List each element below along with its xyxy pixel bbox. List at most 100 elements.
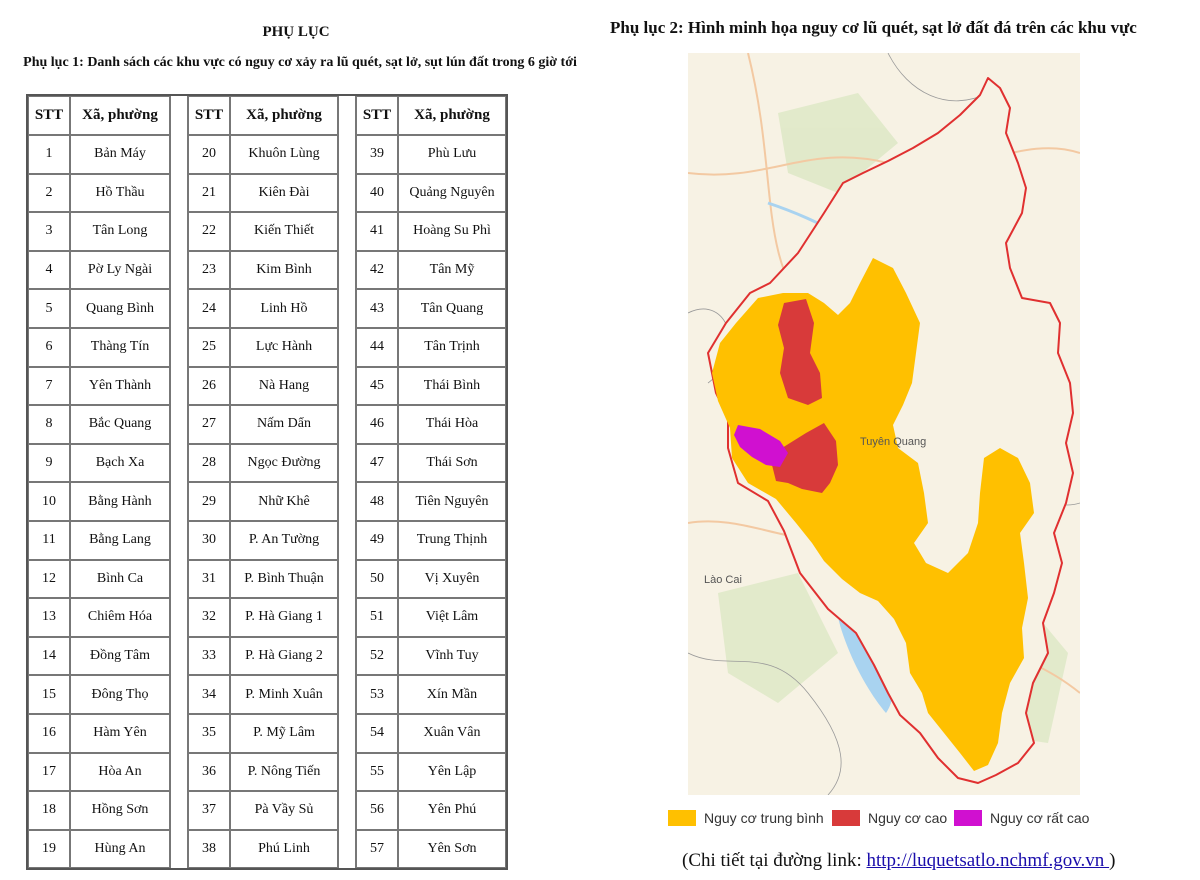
cell-stt: 13 [28,598,70,637]
link-prefix: (Chi tiết tại đường link: [682,850,867,871]
cell-commune: Nhữ Khê [230,482,338,521]
cell-commune: Khuôn Lùng [230,135,338,174]
details-link-line: (Chi tiết tại đường link: http://luquets… [682,850,1115,872]
cell-commune: Bắc Quang [70,405,170,444]
cell-commune: Pờ Ly Ngài [70,250,170,290]
table-row: 15 Đông Thọ 34 P. Minh Xuân 53 Xín Mần [28,675,506,714]
cell-stt: 55 [356,752,398,792]
cell-stt: 54 [356,713,398,753]
column-gap [170,713,188,753]
legend-label-medium: Nguy cơ trung bình [704,810,824,826]
cell-stt: 40 [356,173,398,213]
cell-commune: Pà Vầy Sủ [230,791,338,830]
column-gap [338,96,356,135]
cell-commune: Lực Hành [230,327,338,367]
column-gap [338,791,356,830]
cell-stt: 9 [28,443,70,483]
column-gap [170,250,188,290]
cell-commune: Yên Thành [70,366,170,406]
cell-commune: Quang Bình [70,289,170,328]
cell-commune: Kim Bình [230,250,338,290]
legend-item-medium: Nguy cơ trung bình [668,810,824,826]
cell-stt: 1 [28,135,70,174]
cell-commune: P. An Tường [230,520,338,560]
legend-label-high: Nguy cơ cao [868,810,948,826]
column-gap [338,405,356,444]
column-gap [170,405,188,444]
legend-label-very-high: Nguy cơ rất cao [990,810,1090,826]
cell-commune: Quảng Nguyên [398,173,506,213]
table-row: 14 Đồng Tâm 33 P. Hà Giang 2 52 Vĩnh Tuy [28,636,506,676]
column-gap [170,520,188,560]
column-gap [170,675,188,714]
legend-swatch-medium [668,810,696,826]
cell-commune: Vị Xuyên [398,559,506,599]
column-gap [170,135,188,174]
column-gap [170,636,188,676]
cell-commune: P. Mỹ Lâm [230,713,338,753]
appendix-1-section: PHỤ LỤC Phụ lục 1: Danh sách các khu vực… [23,18,577,871]
column-gap [338,212,356,251]
column-gap [170,327,188,367]
cell-commune: Chiêm Hóa [70,598,170,637]
cell-stt: 43 [356,289,398,328]
cell-stt: 42 [356,250,398,290]
column-gap [338,289,356,328]
table-row: 8 Bắc Quang 27 Nấm Dẩn 46 Thái Hòa [28,405,506,444]
column-gap [338,135,356,174]
cell-commune: Yên Lập [398,752,506,792]
high-risk-area-north [778,299,822,405]
cell-stt: 50 [356,559,398,599]
cell-commune: Hoàng Su Phì [398,212,506,251]
cell-stt: 16 [28,713,70,753]
appendix-2-title: Phụ lục 2: Hình minh họa nguy cơ lũ quét… [610,18,1137,37]
cell-stt: 10 [28,482,70,521]
header-commune: Xã, phường [70,96,170,135]
cell-commune: Thái Bình [398,366,506,406]
table-row: 11 Bằng Lang 30 P. An Tường 49 Trung Thịnh [28,520,506,560]
details-link[interactable]: http://luquetsatlo.nchmf.gov.vn [866,850,1110,871]
cell-commune: Tân Long [70,212,170,251]
cell-stt: 4 [28,250,70,290]
column-gap [170,829,188,869]
table-row: 12 Bình Ca 31 P. Bình Thuận 50 Vị Xuyên [28,559,506,599]
table-row: 5 Quang Bình 24 Linh Hồ 43 Tân Quang [28,289,506,328]
table-row: 19 Hùng An 38 Phú Linh 57 Yên Sơn [28,829,506,869]
table-row: 18 Hồng Sơn 37 Pà Vầy Sủ 56 Yên Phú [28,791,506,830]
cell-commune: Tiên Nguyên [398,482,506,521]
cell-commune: Tân Quang [398,289,506,328]
legend-item-high: Nguy cơ cao [832,810,947,826]
header-commune: Xã, phường [398,96,506,135]
legend-item-very-high: Nguy cơ rất cao [954,810,1089,826]
cell-stt: 53 [356,675,398,714]
appendix-heading: PHỤ LỤC [262,24,330,40]
cell-stt: 27 [188,405,230,444]
cell-commune: Bạch Xa [70,443,170,483]
header-stt: STT [28,96,70,135]
cell-commune: Tân Trịnh [398,327,506,367]
cell-stt: 31 [188,559,230,599]
table-row: 2 Hồ Thầu 21 Kiên Đài 40 Quảng Nguyên [28,173,506,213]
cell-commune: P. Bình Thuận [230,559,338,599]
column-gap [170,482,188,521]
table-row: 1 Bản Máy 20 Khuôn Lùng 39 Phù Lưu [28,135,506,174]
cell-commune: Phú Linh [230,829,338,869]
cell-stt: 28 [188,443,230,483]
very-high-risk-area [734,425,788,467]
table-row: 6 Thàng Tín 25 Lực Hành 44 Tân Trịnh [28,327,506,367]
cell-stt: 19 [28,829,70,869]
cell-stt: 5 [28,289,70,328]
cell-commune: Hồng Sơn [70,791,170,830]
cell-stt: 8 [28,405,70,444]
cell-stt: 36 [188,752,230,792]
cell-commune: Đồng Tâm [70,636,170,676]
cell-commune: Phù Lưu [398,135,506,174]
column-gap [170,366,188,406]
table-row: 17 Hòa An 36 P. Nông Tiến 55 Yên Lập [28,752,506,792]
cell-stt: 45 [356,366,398,406]
appendix-2-section: Phụ lục 2: Hình minh họa nguy cơ lũ quét… [600,0,1200,880]
cell-commune: Nà Hang [230,366,338,406]
cell-commune: Nấm Dẩn [230,405,338,444]
cell-stt: 23 [188,250,230,290]
cell-stt: 35 [188,713,230,753]
